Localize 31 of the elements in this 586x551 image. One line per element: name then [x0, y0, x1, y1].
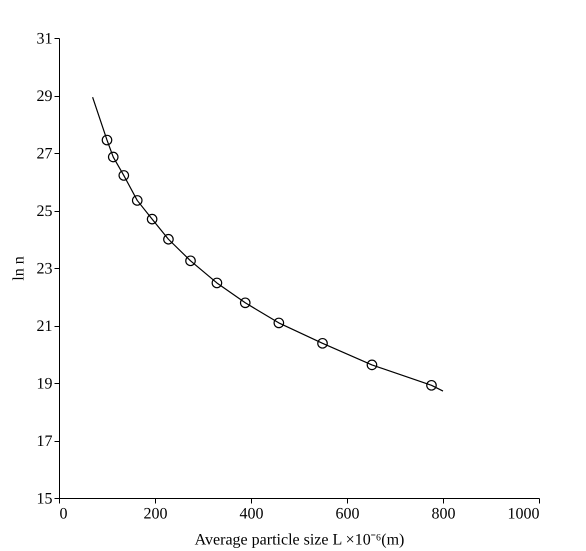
point: [185, 255, 196, 266]
point: [212, 278, 222, 288]
point: [118, 170, 130, 181]
x-tick-label: 600: [336, 506, 360, 522]
y-tick-label: 17: [36, 433, 52, 450]
point: [146, 214, 158, 224]
point: [132, 195, 143, 206]
y-tick-label: 19: [36, 376, 52, 392]
y-tick-label: 15: [36, 490, 52, 508]
point: [240, 297, 251, 308]
point: [366, 360, 378, 370]
x-tick-label: 400: [240, 506, 264, 522]
y-tick-label: 21: [36, 318, 52, 335]
x-tick-label: 0: [60, 506, 68, 522]
y-tick-label: 25: [36, 203, 52, 220]
point: [108, 152, 119, 162]
y-tick-label: 23: [36, 260, 52, 278]
point: [317, 338, 328, 349]
y-axis-title: ln n: [10, 256, 28, 281]
y-tick-label: 29: [36, 88, 52, 105]
x-tick-label: 1000: [508, 506, 540, 522]
x-axis-title: Average particle size L ×10⁻⁶(m): [194, 532, 404, 548]
y-tick-label: 31: [36, 30, 52, 48]
point: [163, 234, 174, 245]
point: [102, 134, 112, 146]
x-tick-label: 200: [144, 506, 168, 522]
x-tick-label: 800: [432, 506, 456, 522]
point: [273, 318, 284, 328]
y-tick-label: 27: [36, 146, 52, 162]
line-series: [92, 96, 444, 392]
point: [426, 380, 437, 391]
